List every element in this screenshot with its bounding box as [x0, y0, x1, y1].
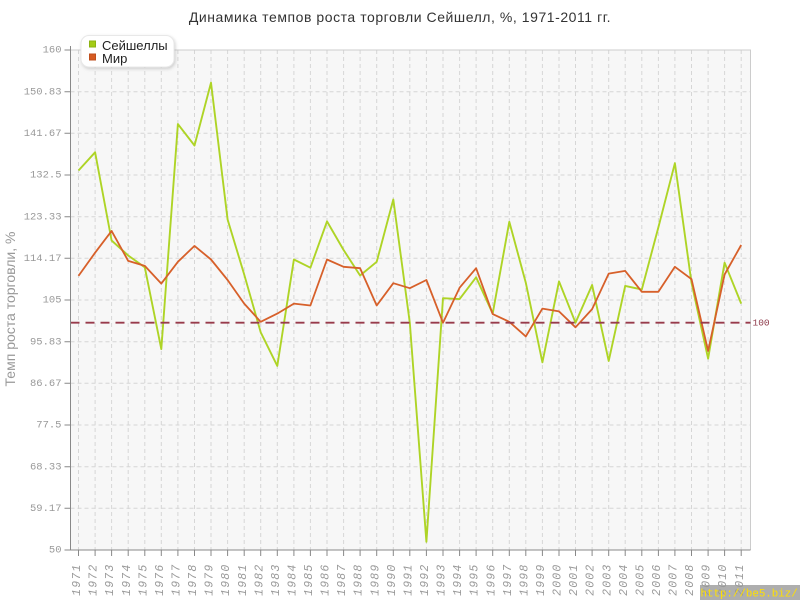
svg-text:2007: 2007	[668, 564, 681, 596]
svg-text:1988: 1988	[353, 564, 366, 596]
svg-text:1974: 1974	[121, 564, 134, 596]
svg-text:Темп роста торговли, %: Темп роста торговли, %	[2, 232, 18, 387]
svg-text:150.83: 150.83	[24, 86, 62, 98]
svg-text:1981: 1981	[237, 564, 250, 596]
svg-text:1995: 1995	[469, 564, 482, 596]
svg-text:114.17: 114.17	[24, 253, 62, 265]
svg-text:2010: 2010	[717, 564, 730, 596]
svg-text:1979: 1979	[204, 564, 217, 596]
svg-text:141.67: 141.67	[24, 128, 62, 140]
svg-text:123.33: 123.33	[24, 211, 62, 223]
svg-text:1982: 1982	[253, 564, 266, 596]
svg-text:2002: 2002	[585, 564, 598, 596]
svg-text:100: 100	[753, 318, 770, 329]
svg-text:2003: 2003	[601, 564, 614, 596]
svg-text:1986: 1986	[320, 564, 333, 596]
svg-text:1978: 1978	[187, 564, 200, 596]
svg-text:2009: 2009	[701, 564, 714, 596]
svg-text:1992: 1992	[419, 564, 432, 596]
svg-text:2006: 2006	[651, 564, 664, 596]
svg-text:1976: 1976	[154, 564, 167, 596]
svg-text:1983: 1983	[270, 564, 283, 596]
svg-text:59.17: 59.17	[30, 503, 62, 515]
svg-text:1990: 1990	[386, 564, 399, 596]
svg-text:2011: 2011	[734, 564, 747, 596]
svg-text:86.67: 86.67	[30, 378, 62, 390]
svg-text:1993: 1993	[436, 564, 449, 596]
svg-text:1991: 1991	[402, 564, 415, 596]
svg-text:68.33: 68.33	[30, 461, 62, 473]
svg-text:1977: 1977	[171, 564, 184, 596]
svg-text:2008: 2008	[684, 564, 697, 596]
svg-text:1985: 1985	[303, 564, 316, 596]
svg-text:95.83: 95.83	[30, 336, 62, 348]
svg-text:1975: 1975	[137, 564, 150, 596]
svg-text:105: 105	[43, 295, 62, 307]
svg-text:160: 160	[43, 45, 62, 57]
svg-text:http://be5.biz/: http://be5.biz/	[701, 589, 798, 601]
svg-text:1996: 1996	[485, 564, 498, 596]
svg-text:2001: 2001	[568, 564, 581, 596]
svg-text:Сейшеллы: Сейшеллы	[102, 38, 168, 53]
svg-text:50: 50	[49, 545, 62, 557]
svg-text:2000: 2000	[552, 564, 565, 596]
svg-text:132.5: 132.5	[30, 170, 62, 182]
svg-text:1973: 1973	[104, 564, 117, 596]
svg-text:1998: 1998	[518, 564, 531, 596]
svg-text:2005: 2005	[634, 564, 647, 596]
svg-text:1980: 1980	[220, 564, 233, 596]
svg-text:1984: 1984	[287, 564, 300, 596]
svg-text:1972: 1972	[88, 564, 101, 596]
svg-text:Мир: Мир	[102, 51, 127, 66]
svg-text:1987: 1987	[336, 564, 349, 596]
svg-text:1994: 1994	[452, 564, 465, 596]
svg-text:77.5: 77.5	[36, 420, 61, 432]
svg-text:1971: 1971	[71, 564, 84, 596]
svg-text:1999: 1999	[535, 564, 548, 596]
svg-text:1997: 1997	[502, 564, 515, 596]
svg-text:2004: 2004	[618, 564, 631, 596]
svg-text:1989: 1989	[369, 564, 382, 596]
